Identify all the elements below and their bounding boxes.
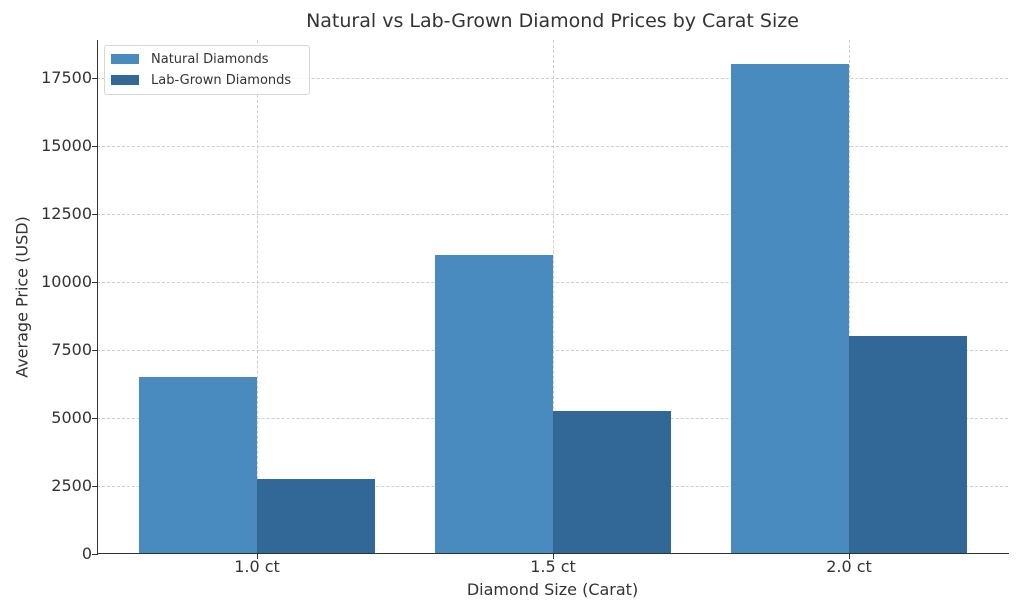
- legend-swatch-natural: [111, 54, 139, 64]
- x-axis-label: Diamond Size (Carat): [466, 580, 639, 599]
- v-gridline: [849, 40, 850, 554]
- plot-area: [97, 40, 1008, 554]
- y-tick-label: 2500: [51, 476, 92, 495]
- x-tick-mark: [849, 554, 850, 559]
- x-tick-mark: [553, 554, 554, 559]
- chart-title: Natural vs Lab-Grown Diamond Prices by C…: [306, 10, 799, 32]
- legend-label-natural: Natural Diamonds: [151, 51, 269, 67]
- y-tick-label: 0: [81, 544, 92, 563]
- bar-natural-1-0-ct: [139, 377, 257, 554]
- x-tick-label: 1.5 ct: [530, 557, 576, 576]
- y-axis-line: [97, 40, 98, 555]
- y-tick-mark: [92, 350, 97, 351]
- y-tick-mark: [92, 214, 97, 215]
- y-tick-mark: [92, 486, 97, 487]
- v-gridline: [553, 40, 554, 554]
- bar-lab-grown-1-0-ct: [257, 479, 375, 554]
- y-tick-label: 17500: [41, 68, 92, 87]
- bar-lab-grown-1-5-ct: [553, 411, 671, 554]
- x-axis-line: [97, 553, 1009, 554]
- y-tick-mark: [92, 554, 97, 555]
- y-tick-label: 5000: [51, 408, 92, 427]
- bar-lab-grown-2-0-ct: [849, 336, 967, 554]
- y-tick-mark: [92, 146, 97, 147]
- legend-item-natural: Natural Diamonds: [111, 49, 269, 69]
- legend-item-lab-grown: Lab-Grown Diamonds: [111, 70, 291, 90]
- bar-natural-1-5-ct: [435, 254, 553, 554]
- x-tick-label: 2.0 ct: [826, 557, 872, 576]
- legend: Natural Diamonds Lab-Grown Diamonds: [104, 45, 310, 95]
- y-tick-label: 12500: [41, 204, 92, 223]
- x-tick-mark: [257, 554, 258, 559]
- x-tick-label: 1.0 ct: [234, 557, 280, 576]
- legend-swatch-lab-grown: [111, 75, 139, 85]
- y-tick-label: 10000: [41, 272, 92, 291]
- y-tick-label: 7500: [51, 340, 92, 359]
- y-axis-label: Average Price (USD): [12, 216, 32, 378]
- y-tick-mark: [92, 78, 97, 79]
- h-gridline: [97, 146, 1008, 147]
- y-tick-mark: [92, 418, 97, 419]
- h-gridline: [97, 78, 1008, 79]
- bar-natural-2-0-ct: [731, 64, 849, 554]
- y-tick-label: 15000: [41, 136, 92, 155]
- legend-label-lab-grown: Lab-Grown Diamonds: [151, 72, 292, 88]
- v-gridline: [257, 40, 258, 554]
- h-gridline: [97, 214, 1008, 215]
- y-tick-mark: [92, 282, 97, 283]
